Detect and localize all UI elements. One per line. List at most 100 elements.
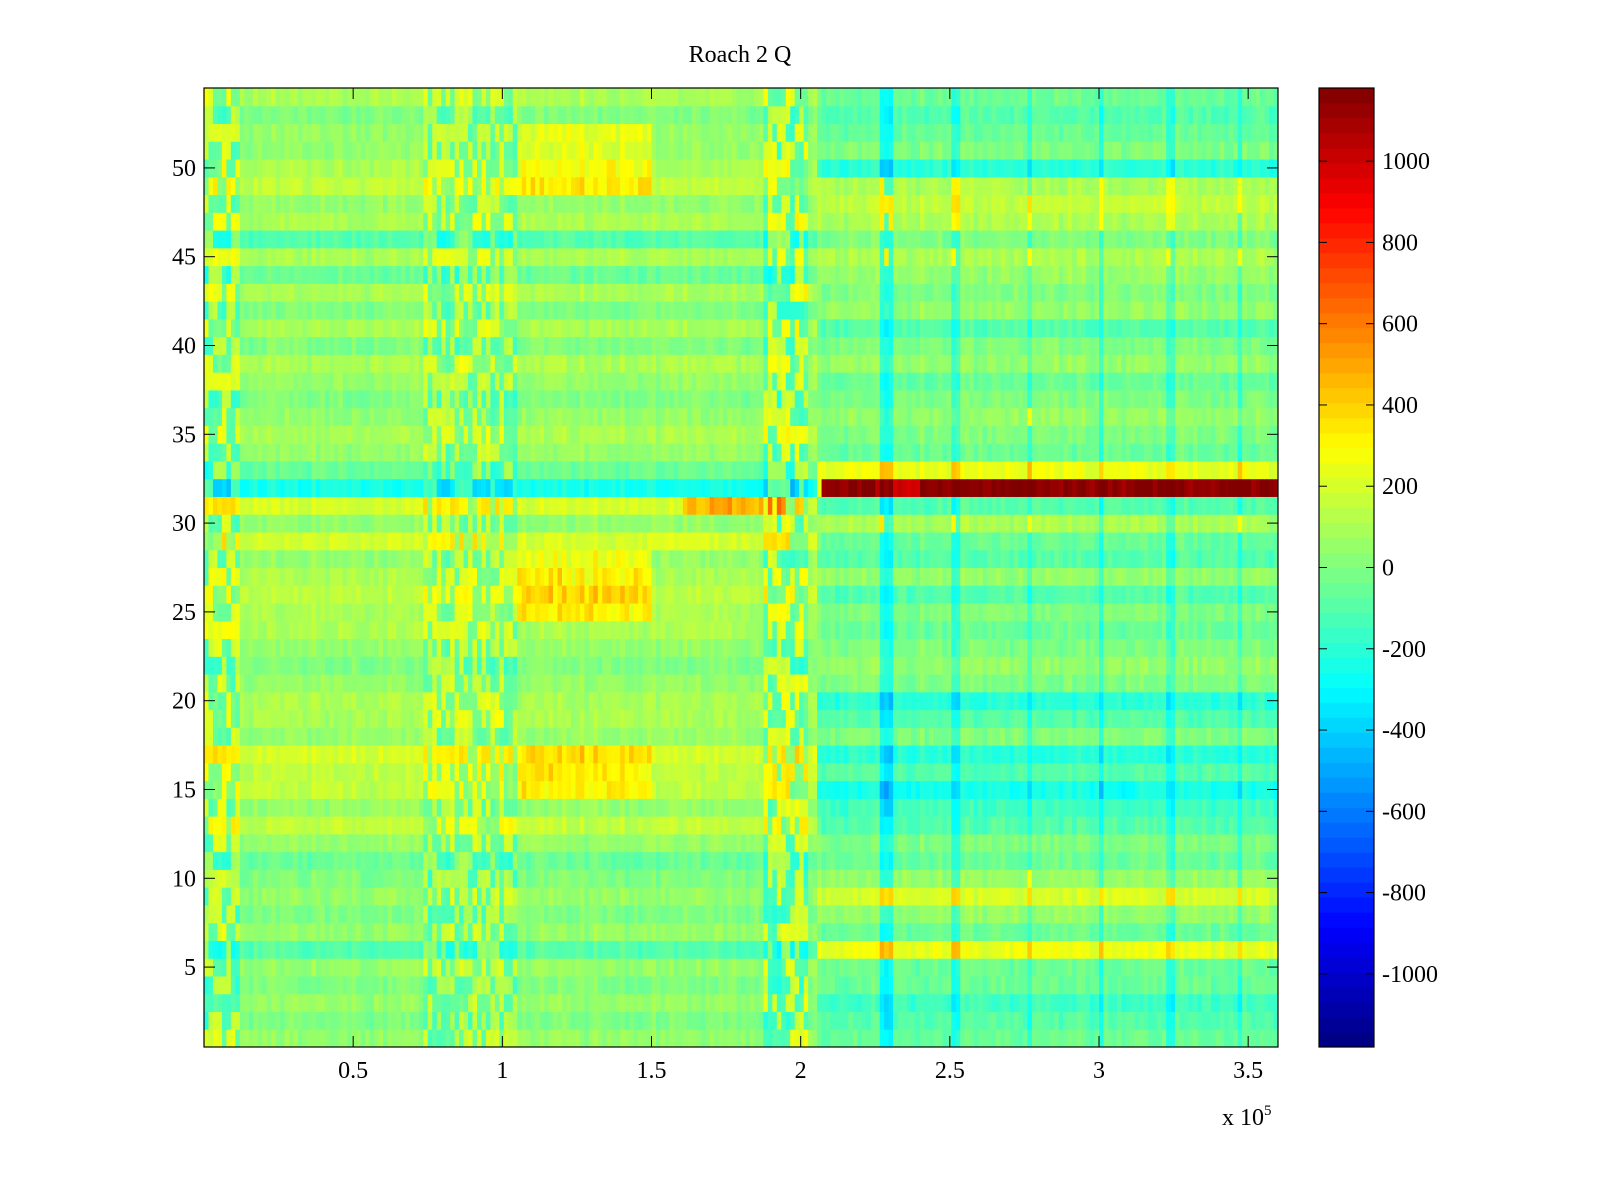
heatmap-cell bbox=[687, 780, 693, 799]
heatmap-cell bbox=[736, 993, 742, 1012]
heatmap-cell bbox=[1009, 975, 1015, 995]
heatmap-cell bbox=[767, 993, 773, 1012]
heatmap-cell bbox=[356, 691, 362, 711]
heatmap-cell bbox=[1112, 816, 1118, 835]
heatmap-cell bbox=[1184, 780, 1189, 799]
heatmap-cell bbox=[454, 975, 460, 995]
heatmap-cell bbox=[1018, 709, 1024, 728]
heatmap-cell bbox=[257, 833, 263, 853]
heatmap-cell bbox=[566, 745, 572, 764]
heatmap-cell bbox=[553, 851, 559, 870]
heatmap-cell bbox=[1170, 922, 1176, 941]
heatmap-cell bbox=[1206, 833, 1212, 853]
heatmap-cell bbox=[226, 798, 232, 817]
heatmap-cell bbox=[673, 816, 679, 835]
heatmap-cell bbox=[383, 869, 388, 888]
heatmap-cell bbox=[1210, 691, 1216, 711]
heatmap-cell bbox=[915, 958, 921, 977]
heatmap-cell bbox=[351, 869, 357, 888]
heatmap-cell bbox=[481, 958, 487, 977]
heatmap-cell bbox=[772, 691, 778, 711]
heatmap-cell bbox=[1040, 709, 1046, 728]
heatmap-cell bbox=[1152, 816, 1158, 835]
heatmap-cell bbox=[463, 745, 469, 764]
heatmap-cell bbox=[459, 745, 465, 764]
heatmap-cell bbox=[1139, 975, 1145, 995]
heatmap-cell bbox=[579, 1029, 585, 1048]
heatmap-cell bbox=[928, 674, 934, 693]
heatmap-cell bbox=[311, 691, 317, 711]
heatmap-cell bbox=[383, 1011, 388, 1030]
heatmap-cell bbox=[226, 869, 232, 888]
heatmap-cell bbox=[517, 798, 523, 817]
heatmap-cell bbox=[204, 833, 209, 853]
heatmap-cell bbox=[253, 780, 259, 799]
heatmap-cell bbox=[803, 674, 809, 693]
heatmap-cell bbox=[311, 1011, 317, 1030]
heatmap-cell bbox=[1233, 851, 1239, 870]
heatmap-cell bbox=[669, 922, 675, 941]
heatmap-cell bbox=[454, 922, 460, 941]
heatmap-cell bbox=[463, 993, 469, 1012]
heatmap-cell bbox=[1036, 833, 1042, 853]
heatmap-cell bbox=[848, 691, 854, 711]
heatmap-cell bbox=[226, 887, 232, 906]
heatmap-cell bbox=[1219, 709, 1225, 728]
heatmap-cell bbox=[1273, 887, 1279, 906]
heatmap-cell bbox=[1255, 993, 1261, 1012]
heatmap-cell bbox=[911, 887, 917, 906]
heatmap-cell bbox=[1192, 958, 1198, 977]
heatmap-cell bbox=[1233, 833, 1239, 853]
heatmap-cell bbox=[906, 709, 912, 728]
heatmap-cell bbox=[991, 887, 997, 906]
heatmap-cell bbox=[620, 940, 626, 959]
heatmap-cell bbox=[374, 887, 380, 906]
heatmap-cell bbox=[790, 975, 796, 995]
heatmap-cell bbox=[973, 851, 979, 870]
heatmap-cell bbox=[996, 1011, 1002, 1030]
heatmap-cell bbox=[315, 762, 321, 782]
heatmap-cell bbox=[1157, 940, 1163, 959]
heatmap-cell bbox=[235, 851, 241, 870]
heatmap-cell bbox=[1219, 745, 1225, 764]
heatmap-cell bbox=[803, 887, 809, 906]
heatmap-cell bbox=[1251, 709, 1257, 728]
heatmap-cell bbox=[253, 887, 259, 906]
heatmap-cell bbox=[799, 1011, 805, 1030]
heatmap-cell bbox=[553, 975, 559, 995]
heatmap-cell bbox=[946, 940, 952, 959]
heatmap-cell bbox=[799, 816, 805, 835]
heatmap-cell bbox=[629, 816, 635, 835]
heatmap-cell bbox=[239, 709, 245, 728]
heatmap-cell bbox=[1166, 1011, 1172, 1030]
heatmap-cell bbox=[763, 851, 769, 870]
heatmap-cell bbox=[678, 816, 684, 835]
heatmap-cell bbox=[776, 940, 782, 959]
heatmap-cell bbox=[763, 869, 769, 888]
heatmap-cell bbox=[521, 975, 527, 995]
heatmap-cell bbox=[526, 816, 532, 835]
heatmap-cell bbox=[333, 887, 339, 906]
heatmap-cell bbox=[1134, 691, 1140, 711]
heatmap-cell bbox=[584, 727, 590, 746]
heatmap-cell bbox=[217, 816, 223, 835]
heatmap-cell bbox=[655, 1011, 661, 1030]
heatmap-cell bbox=[1188, 691, 1194, 711]
heatmap-cell bbox=[745, 940, 751, 959]
heatmap-cell bbox=[342, 1011, 348, 1030]
heatmap-cell bbox=[812, 993, 818, 1012]
heatmap-cell bbox=[450, 816, 456, 835]
heatmap-cell bbox=[1036, 975, 1042, 995]
heatmap-cell bbox=[946, 816, 952, 835]
heatmap-cell bbox=[454, 993, 460, 1012]
heatmap-cell bbox=[955, 940, 961, 959]
heatmap-cell bbox=[468, 922, 473, 941]
heatmap-cell bbox=[1224, 833, 1230, 853]
heatmap-cell bbox=[834, 745, 840, 764]
heatmap-cell bbox=[946, 745, 952, 764]
heatmap-cell bbox=[427, 958, 433, 977]
heatmap-cell bbox=[1040, 904, 1046, 924]
heatmap-cell bbox=[669, 958, 675, 977]
heatmap-cell bbox=[280, 780, 286, 799]
heatmap-cell bbox=[996, 691, 1002, 711]
